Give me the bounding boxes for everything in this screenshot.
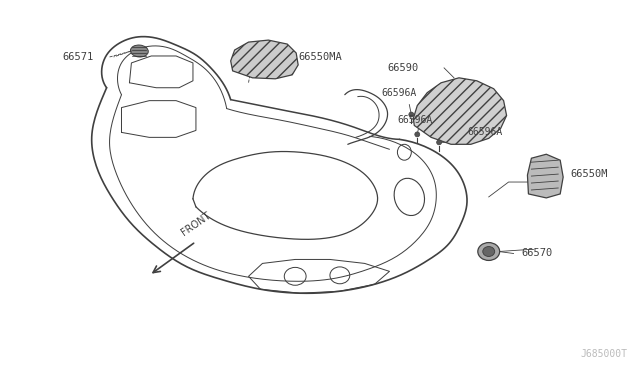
Text: 66596A: 66596A xyxy=(381,88,417,98)
Ellipse shape xyxy=(483,247,495,256)
Ellipse shape xyxy=(478,243,500,260)
Ellipse shape xyxy=(131,45,148,57)
Polygon shape xyxy=(413,78,507,144)
Text: 66570: 66570 xyxy=(522,248,553,259)
Text: 66590: 66590 xyxy=(387,63,419,73)
Ellipse shape xyxy=(436,140,442,145)
Text: 66550MA: 66550MA xyxy=(298,52,342,62)
Text: J685000T: J685000T xyxy=(580,349,628,359)
Ellipse shape xyxy=(415,132,420,137)
Text: 66596A: 66596A xyxy=(467,127,502,137)
Text: 66571: 66571 xyxy=(62,52,93,62)
Polygon shape xyxy=(230,40,298,79)
Polygon shape xyxy=(527,154,563,198)
Text: 66596A: 66596A xyxy=(397,115,433,125)
Ellipse shape xyxy=(409,112,414,117)
Text: FRONT: FRONT xyxy=(179,210,212,238)
Text: 66550M: 66550M xyxy=(570,169,607,179)
